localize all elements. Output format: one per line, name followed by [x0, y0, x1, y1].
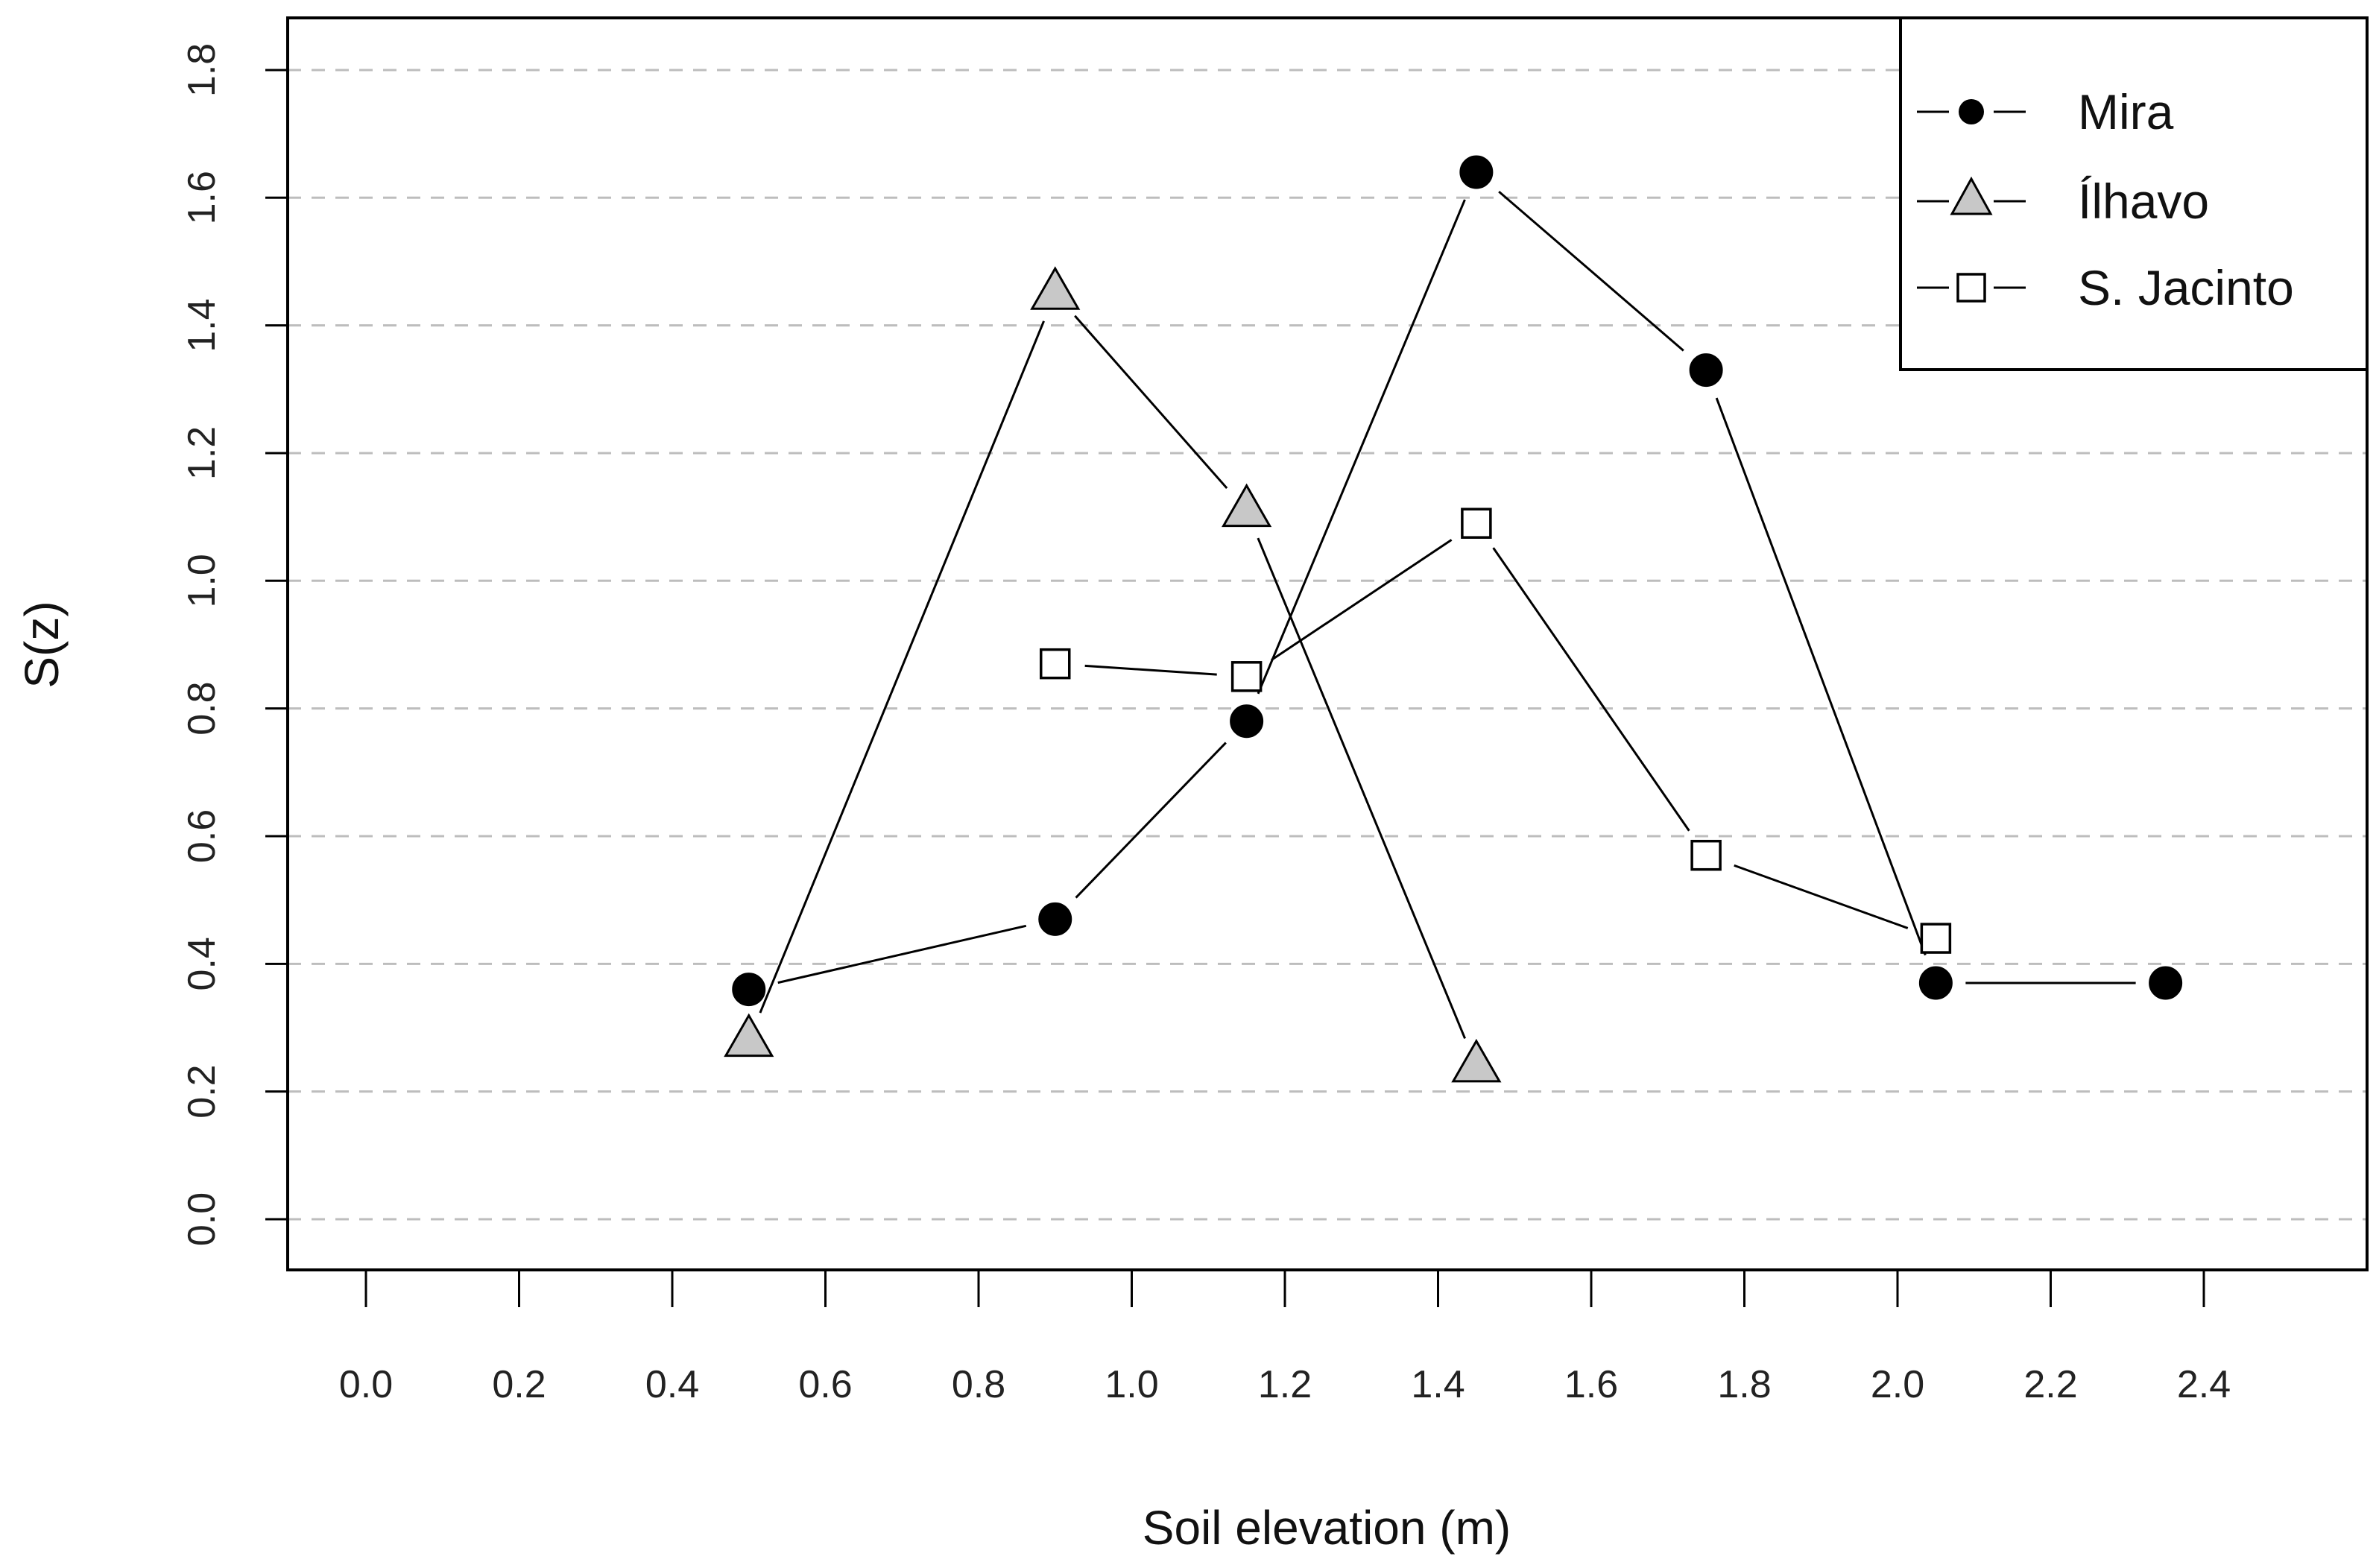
- x-tick-label: 2.2: [2023, 1363, 2077, 1406]
- series-segment: [1715, 397, 1927, 956]
- point-circle: [1459, 155, 1494, 189]
- point-triangle: [724, 1013, 774, 1058]
- plot-frame: [286, 16, 2369, 1271]
- point-circle: [1038, 902, 1072, 936]
- point-square: [1461, 508, 1492, 539]
- x-tick-label: 1.0: [1105, 1363, 1158, 1406]
- legend-marker-circle: [1959, 99, 1984, 124]
- legend-marker-square: [1956, 273, 1986, 303]
- x-tick-label: 0.0: [339, 1363, 393, 1406]
- point-square: [1230, 661, 1263, 692]
- x-axis: 0.0 0.2 0.4 0.6 0.8 1.0 1.2 1.4 1.6 1.8 2.0 2.2 2.4: [339, 1270, 2231, 1406]
- point-circle: [1918, 966, 1953, 1000]
- series--lhavo: [724, 266, 1502, 1083]
- y-tick-label: 0.2: [180, 1065, 224, 1119]
- series-segment: [1257, 537, 1466, 1040]
- point-triangle: [1222, 483, 1272, 528]
- y-tick-label: 1.0: [180, 554, 224, 607]
- legend-entry: Ílhavo: [1917, 174, 2209, 229]
- point-square: [1690, 839, 1722, 871]
- point-circle: [1230, 704, 1264, 739]
- series-segment: [1257, 199, 1466, 695]
- legend-entry: S. Jacinto: [1917, 260, 2294, 315]
- series-mira: [732, 155, 2183, 1007]
- series-segment: [1492, 547, 1690, 832]
- series-s-jacinto: [1040, 508, 1952, 954]
- x-tick-label: 1.6: [1564, 1363, 1618, 1406]
- point-circle: [2149, 966, 2183, 1000]
- legend-entry: Mira: [1917, 84, 2174, 139]
- series-segment: [1074, 314, 1228, 490]
- point-triangle: [1030, 266, 1081, 310]
- series-segment: [1498, 190, 1684, 352]
- series-segment: [1084, 664, 1217, 676]
- y-tick-label: 1.4: [180, 298, 224, 352]
- legend: Mira Ílhavo S. Jacinto: [1899, 16, 2369, 371]
- series-segment: [1075, 742, 1227, 899]
- point-square: [1040, 648, 1071, 680]
- y-tick-label: 0.6: [180, 809, 224, 863]
- x-tick-label: 1.4: [1411, 1363, 1465, 1406]
- legend-label: Mira: [2078, 84, 2174, 139]
- x-tick-label: 1.8: [1717, 1363, 1771, 1406]
- data-series: [724, 155, 2183, 1083]
- point-triangle: [1451, 1038, 1502, 1083]
- y-tick-label: 1.8: [180, 43, 224, 97]
- y-tick-label: 0.0: [180, 1192, 224, 1246]
- legend-label: S. Jacinto: [2078, 260, 2294, 315]
- point-circle: [732, 973, 766, 1007]
- point-square: [1920, 923, 1952, 954]
- y-tick-label: 1.6: [180, 171, 224, 224]
- x-tick-label: 0.8: [952, 1363, 1005, 1406]
- x-axis-title: Soil elevation (m): [1143, 1501, 1511, 1555]
- x-tick-label: 0.6: [798, 1363, 852, 1406]
- y-tick-label: 1.2: [180, 426, 224, 480]
- x-tick-label: 2.0: [1871, 1363, 1924, 1406]
- legend-label: Ílhavo: [2078, 174, 2209, 229]
- y-tick-label: 0.4: [180, 937, 224, 990]
- legend-marker-triangle: [1950, 176, 1993, 215]
- grid-lines: [288, 69, 2367, 1221]
- series-segment: [1734, 864, 1909, 929]
- y-axis-title: S(z): [15, 601, 69, 688]
- series-segment: [777, 924, 1027, 984]
- x-tick-label: 2.4: [2177, 1363, 2231, 1406]
- series-segment: [1271, 539, 1453, 661]
- y-tick-label: 0.8: [180, 681, 224, 735]
- point-circle: [1689, 353, 1723, 388]
- x-tick-label: 0.2: [492, 1363, 546, 1406]
- x-tick-label: 0.4: [645, 1363, 699, 1406]
- y-axis: 0.0 0.2 0.4 0.6 0.8 1.0 1.2 1.4 1.6 1.8: [180, 43, 288, 1246]
- series-segment: [759, 320, 1045, 1014]
- x-tick-label: 1.2: [1258, 1363, 1312, 1406]
